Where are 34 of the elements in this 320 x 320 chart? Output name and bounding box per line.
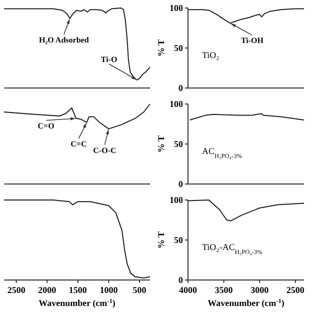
annotation: AC$_{H₃PO₄-3%}$ <box>202 146 243 160</box>
x-tick-label: 1000 <box>100 285 118 295</box>
y-axis-title: % T <box>156 231 166 249</box>
y-tick-label: 0 <box>178 83 184 93</box>
x-tick-label: 1500 <box>68 285 88 295</box>
line-series <box>188 200 304 222</box>
y-tick-label: 50 <box>174 43 184 53</box>
x-tick-label: 3000 <box>250 285 270 295</box>
y-axis-title: % T <box>156 135 166 153</box>
x-tick-label: 2500 <box>7 285 26 295</box>
y-tick-label: 100 <box>170 3 184 13</box>
x-tick-label: 2000 <box>38 285 57 295</box>
y-tick-label: 0 <box>178 179 184 189</box>
x-tick-label: 2500 <box>286 285 305 295</box>
y-tick-label: 100 <box>170 195 184 205</box>
annotation: TiO₂ <box>202 50 220 60</box>
annotation: Ti-O <box>100 55 118 64</box>
x-tick-label: 4000 <box>179 285 198 295</box>
x-tick-label: 500 <box>132 285 147 295</box>
annotation: H₂O Adsorbed <box>39 35 90 44</box>
y-axis-title: % T <box>156 39 166 57</box>
x-tick-label: 3500 <box>214 285 234 295</box>
annotation: C=O <box>38 121 54 130</box>
y-tick-label: 100 <box>170 99 184 109</box>
line-series <box>189 113 304 120</box>
y-tick-label: 50 <box>174 235 184 245</box>
x-axis-title: Wavenumber (cm$^{-1}$) <box>208 298 284 308</box>
annotation: C=C <box>70 139 88 148</box>
annotation: C-O-C <box>93 146 116 155</box>
annotation: Ti-OH <box>240 36 264 46</box>
y-tick-label: 50 <box>174 139 184 149</box>
x-axis-title: Wavenumber (cm$^{-1}$) <box>38 298 116 308</box>
annotation: TiO₂-AC$_{H₃PO₄-3%}$ <box>202 242 264 256</box>
y-tick-label: 0 <box>178 275 184 285</box>
